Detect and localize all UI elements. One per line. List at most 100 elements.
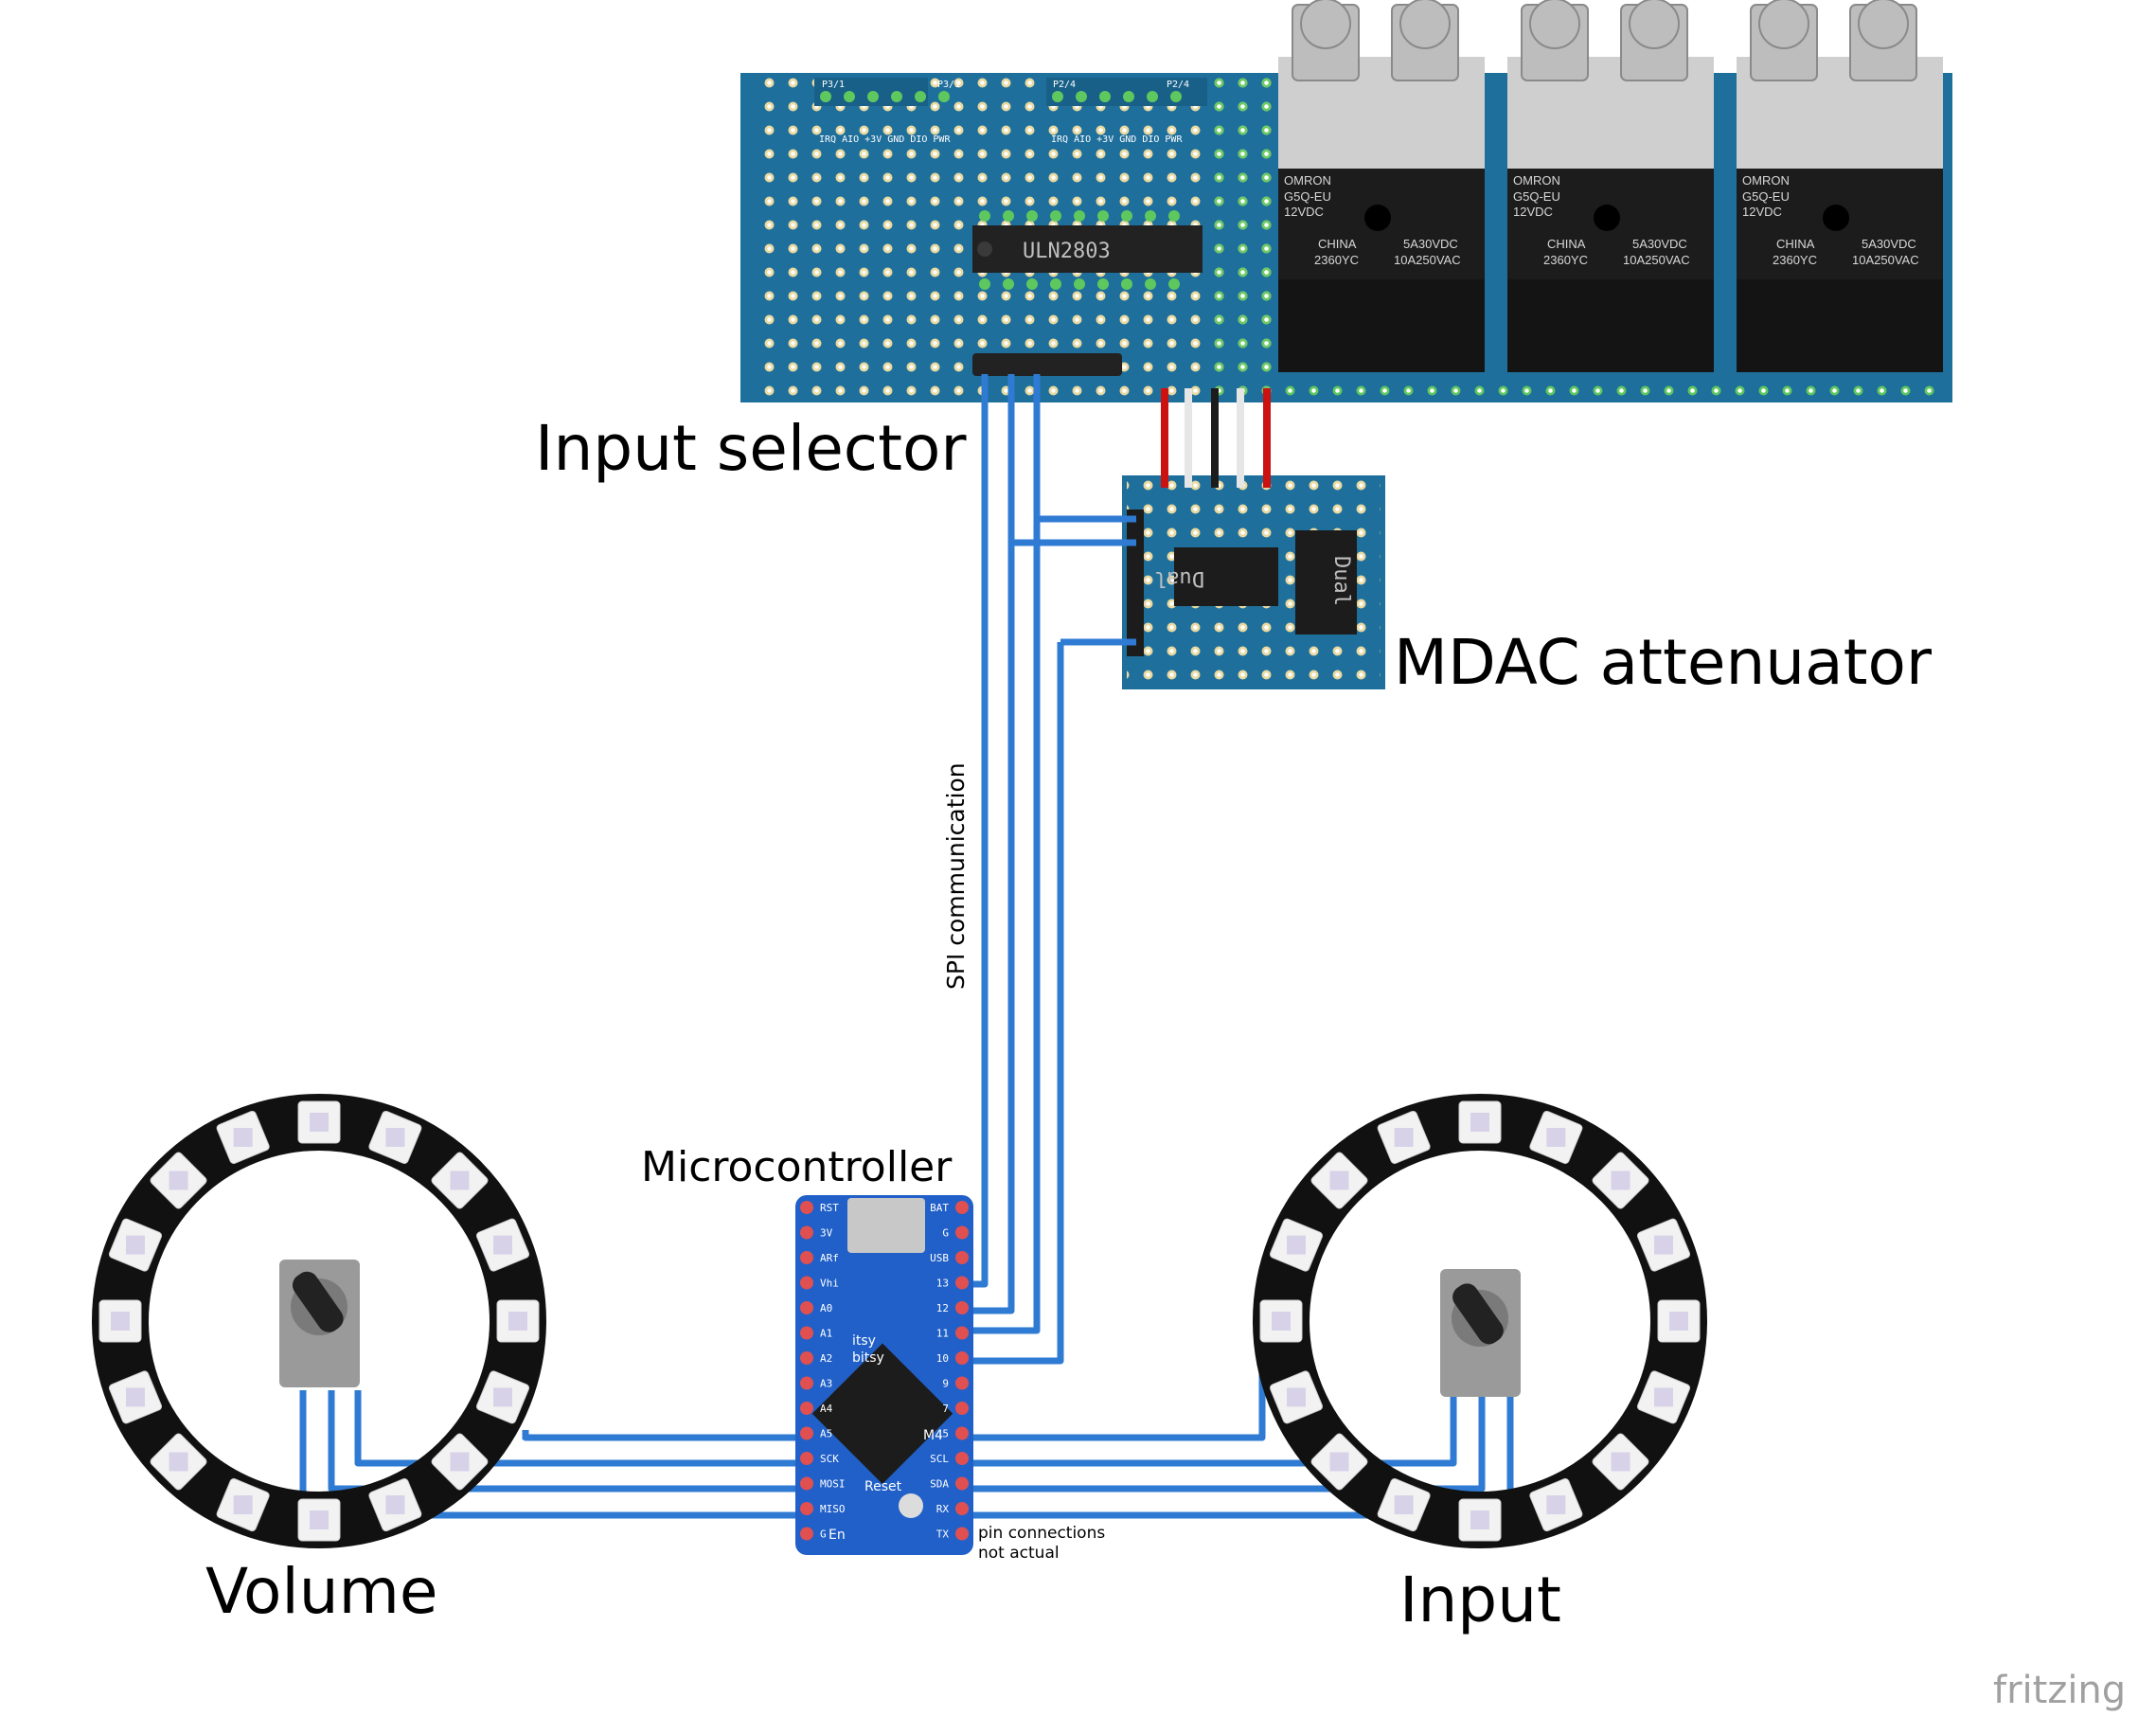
mdac-chip-left xyxy=(1174,547,1278,606)
header-label-p3-left: P3/1 xyxy=(822,80,845,90)
left-pin-label: A3 xyxy=(820,1378,832,1390)
usb-connector xyxy=(847,1198,925,1253)
volume-led-ring xyxy=(92,1094,546,1548)
left-pin-label: RST xyxy=(820,1202,839,1214)
left-pin-label: A0 xyxy=(820,1302,832,1314)
right-pin xyxy=(955,1402,969,1415)
right-pin xyxy=(955,1502,969,1515)
relay-3-rating1: 5A30VDC xyxy=(1862,237,1916,251)
left-pin xyxy=(800,1502,813,1515)
relay-3-voltage: 12VDC xyxy=(1742,205,1782,219)
left-pin-label: 3V xyxy=(820,1227,833,1240)
right-pin xyxy=(955,1225,969,1240)
left-pin xyxy=(800,1326,813,1340)
left-pin xyxy=(800,1402,813,1415)
left-pin xyxy=(800,1452,813,1465)
right-pin-label: BAT xyxy=(930,1202,949,1214)
relay-1-code: 2360YC xyxy=(1314,253,1359,267)
left-pin xyxy=(800,1301,813,1314)
relay-3: OMRON G5Q-EU 12VDC CHINA 2360YC 5A30VDC … xyxy=(1737,57,1943,372)
right-pin-label: 10 xyxy=(936,1352,949,1365)
bnc-connectors xyxy=(1292,0,1917,81)
silk-itsy: itsy xyxy=(852,1333,876,1349)
pin-note-line-1: pin connections xyxy=(978,1524,1105,1543)
microcontroller-board: Reset En itsy bitsy M4 RST 3V ARf Vhi A0 A1 A2… xyxy=(795,1195,973,1555)
volume-ring-led-die xyxy=(310,1510,329,1529)
relay-3-rating2: 10A250VAC xyxy=(1852,253,1919,267)
relay-1-brand: OMRON xyxy=(1284,173,1331,188)
header-label-p3-right: P3/1 xyxy=(937,80,960,90)
left-pin-label: Vhi xyxy=(820,1278,839,1290)
input-ring-led-die xyxy=(1394,1495,1414,1515)
right-pin xyxy=(955,1376,969,1390)
reset-button[interactable] xyxy=(899,1493,923,1518)
input-ring-led-die xyxy=(1611,1452,1630,1472)
right-pin xyxy=(955,1527,969,1541)
input-ring-led-die xyxy=(1611,1171,1630,1190)
header-label-p2-right: P2/4 xyxy=(1167,80,1189,90)
relay-3-brand: OMRON xyxy=(1742,173,1790,188)
volume-ring-led-die xyxy=(493,1387,513,1407)
relay-1-voltage: 12VDC xyxy=(1284,205,1324,219)
volume-ring-led-die xyxy=(169,1452,188,1472)
volume-ring-led-die xyxy=(310,1113,329,1132)
en-label: En xyxy=(829,1528,846,1543)
left-pin-label: G xyxy=(820,1528,827,1541)
right-pin-label: 12 xyxy=(936,1302,949,1314)
fritzing-logo: fritzing xyxy=(1993,1669,2126,1712)
input-ring-led-die xyxy=(1654,1235,1674,1255)
volume-ring-led-die xyxy=(169,1171,188,1190)
left-pin-label: A5 xyxy=(820,1428,832,1440)
input-ring-led-die xyxy=(1286,1235,1306,1255)
left-pin-column: RST 3V ARf Vhi A0 A1 A2 A3 A4 A5 SCK MOSI MISO G xyxy=(800,1201,846,1541)
uln2803-chip: ULN2803 xyxy=(972,210,1203,290)
left-pin xyxy=(800,1376,813,1390)
right-pin-label: TX xyxy=(936,1528,950,1541)
header-label-p2-left: P2/4 xyxy=(1053,80,1076,90)
input-ring-led-die xyxy=(1470,1113,1489,1132)
volume-ring-led-die xyxy=(385,1495,405,1515)
mdac-chip-right-label: Dual xyxy=(1329,556,1353,606)
right-pin-label: 11 xyxy=(936,1328,949,1340)
relay-3-code: 2360YC xyxy=(1773,253,1817,267)
mdac-attenuator-label: MDAC attenuator xyxy=(1394,626,1933,699)
input-ring-led-die xyxy=(1329,1452,1349,1472)
relay-2-origin: CHINA xyxy=(1547,237,1586,251)
relay-2-rating2: 10A250VAC xyxy=(1623,253,1690,267)
volume-label: Volume xyxy=(205,1555,437,1628)
relay-2-model: G5Q-EU xyxy=(1513,189,1560,204)
right-pin xyxy=(955,1301,969,1314)
right-pin-label: USB xyxy=(930,1252,949,1264)
input-ring-led-die xyxy=(1546,1127,1566,1147)
mcu-chip xyxy=(811,1343,953,1484)
volume-ring-led-die xyxy=(233,1127,253,1147)
mdac-chip-right xyxy=(1295,530,1357,635)
right-pin xyxy=(955,1452,969,1465)
header-pin-labels-a: IRQ AIO +3V GND DIO PWR xyxy=(819,134,951,145)
volume-ring-led-die xyxy=(125,1235,145,1255)
left-pin-label: MOSI xyxy=(820,1478,846,1491)
volume-ring-led-die xyxy=(450,1171,470,1190)
left-pin xyxy=(800,1527,813,1541)
left-pin xyxy=(800,1426,813,1440)
right-pin xyxy=(955,1476,969,1491)
relay-2: OMRON G5Q-EU 12VDC CHINA 2360YC 5A30VDC … xyxy=(1507,57,1714,372)
left-pin xyxy=(800,1351,813,1365)
input-ring-led-die xyxy=(1394,1127,1414,1147)
right-pin-label: RX xyxy=(936,1503,950,1515)
right-pin xyxy=(955,1251,969,1264)
volume-ring-led-die xyxy=(125,1387,145,1407)
input-ring-led-die xyxy=(1286,1387,1306,1407)
selector-spi-header xyxy=(972,353,1122,376)
reset-label: Reset xyxy=(864,1479,902,1494)
relay-1-origin: CHINA xyxy=(1318,237,1357,251)
relay-2-code: 2360YC xyxy=(1543,253,1588,267)
right-pin-label: SDA xyxy=(930,1478,949,1491)
relay-2-rating1: 5A30VDC xyxy=(1632,237,1687,251)
silk-bitsy: bitsy xyxy=(852,1350,884,1366)
relay-1-rating2: 10A250VAC xyxy=(1394,253,1461,267)
left-pin-label: A1 xyxy=(820,1328,832,1340)
right-pin xyxy=(955,1276,969,1290)
input-ring-led-die xyxy=(1272,1312,1291,1331)
